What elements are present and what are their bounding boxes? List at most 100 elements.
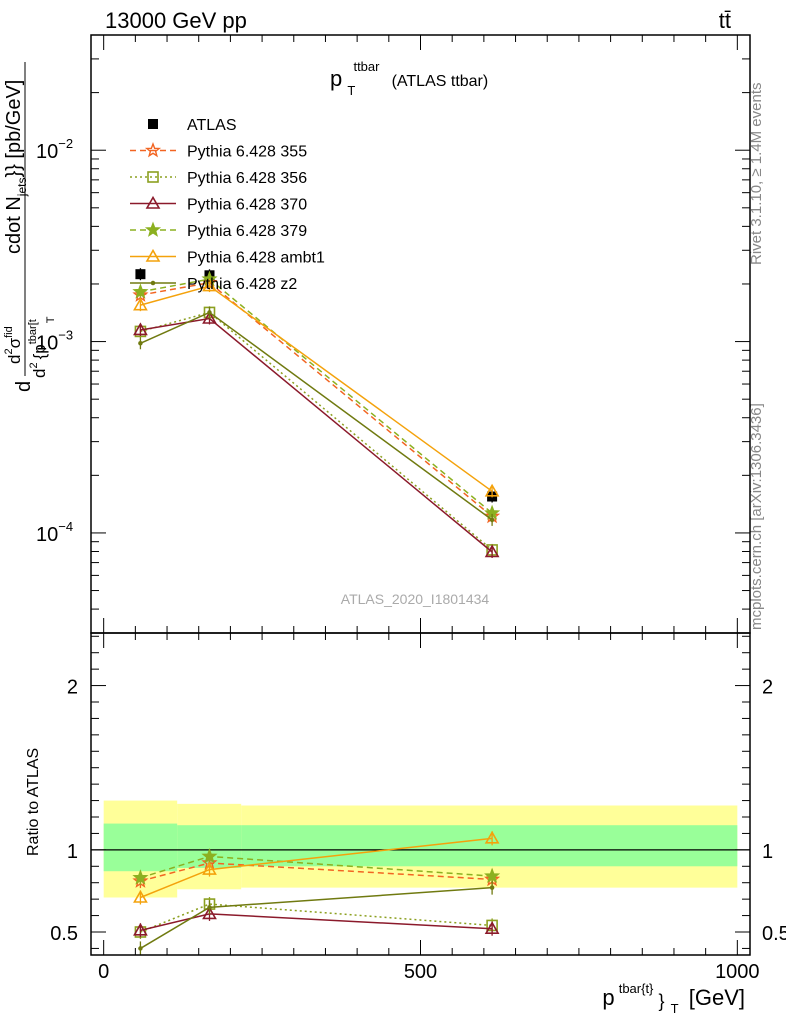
legend-label: Pythia 6.428 z2 [187, 276, 297, 293]
ratio-data-point [484, 921, 500, 935]
rivet-label: Rivet 3.1.10, ≥ 1.4M events [748, 83, 765, 266]
main-series-0 [135, 268, 498, 503]
svg-text:cdot Njets}} [pb/GeV]: cdot Njets}} [pb/GeV] [3, 80, 29, 254]
legend-marker [145, 195, 161, 209]
ratio-series-3 [132, 847, 501, 885]
legend-marker [144, 142, 162, 158]
legend-item-5: Pythia 6.428 ambt1 [130, 248, 325, 267]
main-series-line [140, 317, 493, 553]
ratio-data-point [133, 922, 148, 936]
legend-marker [147, 171, 159, 183]
main-series [132, 268, 501, 559]
ratio-axis-ticks [91, 633, 750, 955]
xlabel-rest: [GeV] [689, 985, 745, 1010]
main-series-5 [133, 278, 500, 498]
svg-text:d: d [13, 381, 35, 392]
main-y-tick-label: 10−3 [36, 328, 73, 355]
legend-item-2: Pythia 6.428 356 [130, 170, 307, 187]
title-sup: ttbar [353, 59, 380, 74]
uncertainty-band-green [103, 823, 178, 872]
legend-label: Pythia 6.428 355 [187, 144, 307, 161]
main-data-point [489, 517, 495, 523]
main-data-point [202, 310, 217, 324]
main-series-line [140, 278, 493, 514]
legend-item-1: Pythia 6.428 355 [130, 142, 307, 161]
legend-label: ATLAS [187, 117, 237, 134]
main-series-2 [134, 306, 498, 556]
main-data-point [133, 297, 148, 311]
svg-text:d2σfid: d2σfid [3, 326, 24, 364]
x-tick-label: 0 [98, 961, 109, 983]
uncertainty-band-green [241, 825, 738, 867]
ratio-data-point [202, 861, 217, 875]
ratio-y-tick-label-right: 0.5 [762, 923, 786, 945]
main-title: p T ttbar (ATLAS ttbar) [330, 51, 488, 100]
ylabel-2b: 2 [28, 362, 40, 368]
legend-label: Pythia 6.428 370 [187, 197, 307, 214]
ratio-tick-labels: 0.5 0.5 1 1 2 2 0 500 1000 [50, 677, 786, 983]
energy-label: 13000 GeV pp [105, 8, 247, 33]
x-axis-label: p tbar{t} } T [GeV] [602, 973, 745, 1018]
ratio-y-label: Ratio to ATLAS [25, 748, 42, 856]
ratio-data-point [132, 869, 149, 885]
main-series-line [140, 311, 493, 551]
ratio-data-point [202, 906, 217, 920]
main-y-tick-label: 10−2 [36, 136, 73, 163]
xlabel-sup: tbar{t} [619, 981, 654, 996]
ratio-data-point [489, 885, 495, 890]
ylabel-units: }} [pb/GeV] [3, 80, 25, 178]
main-data-point [207, 310, 212, 315]
main-series-line [140, 285, 493, 492]
xlabel-sub: } [659, 991, 665, 1011]
main-series-1 [132, 274, 501, 524]
legend-marker [144, 221, 162, 237]
legend: ATLAS Pythia 6.428 355 Pythia 6.428 356 Pyt… [130, 117, 325, 293]
main-data-point [135, 269, 146, 280]
xlabel-main: p [602, 985, 614, 1010]
ylabel-p: {p [30, 344, 49, 359]
ylabel-2a: 2 [3, 348, 15, 354]
x-tick-label: 1000 [715, 961, 760, 983]
main-y-tick-label: 10−4 [36, 519, 73, 546]
ratio-y-tick-label: 0.5 [50, 923, 78, 945]
mcplots-label: mcplots.cern.ch [arXiv:1306.3436] [748, 403, 765, 630]
main-data-point [133, 322, 148, 336]
legend-item-4: Pythia 6.428 379 [130, 221, 307, 240]
ratio-series [132, 830, 501, 955]
ylabel-T: T [45, 316, 57, 323]
ylabel-d2: d [5, 355, 24, 364]
title-sub: T [347, 83, 355, 98]
legend-marker [148, 119, 158, 129]
ratio-y-tick-label-right: 2 [762, 677, 773, 699]
ylabel-fid: fid [3, 326, 15, 338]
watermark: ATLAS_2020_I1801434 [341, 591, 490, 607]
legend-marker [150, 280, 156, 286]
main-y-label: d d2σfid d2{ptbar[t T cdot Njets}} [pb/Ge… [3, 62, 57, 392]
legend-item-3: Pythia 6.428 370 [130, 195, 307, 214]
ylabel-cdot: cdot N [3, 196, 25, 254]
ratio-bands [91, 800, 750, 898]
ratio-data-point [484, 830, 500, 844]
legend-label: Pythia 6.428 ambt1 [187, 250, 325, 267]
main-series-6 [138, 306, 495, 526]
ylabel-sigma: σ [5, 337, 24, 348]
ratio-panel: 0.5 0.5 1 1 2 2 0 500 1000 Ratio to ATLAS p tbar… [25, 632, 786, 1018]
legend-item-6: Pythia 6.428 z2 [130, 276, 297, 293]
svg-text:d2{ptbar[tT: d2 {ptbar[t T [27, 316, 57, 378]
main-series-3 [133, 310, 500, 559]
main-data-point [202, 278, 217, 292]
main-data-point [132, 283, 149, 299]
ratio-data-point [484, 867, 501, 884]
ratio-frame [90, 632, 751, 956]
main-data-point [484, 544, 500, 558]
ratio-data-point [207, 905, 212, 910]
ratio-series-4 [133, 830, 500, 905]
ylabel-d1: d [13, 381, 35, 392]
legend-item-0: ATLAS [148, 117, 237, 134]
ylabel-d3: d [30, 369, 49, 378]
title-main: p [330, 66, 342, 91]
main-series-line [140, 311, 493, 521]
title-rest: (ATLAS ttbar) [392, 73, 489, 90]
process-label: tt̄ [719, 8, 731, 33]
